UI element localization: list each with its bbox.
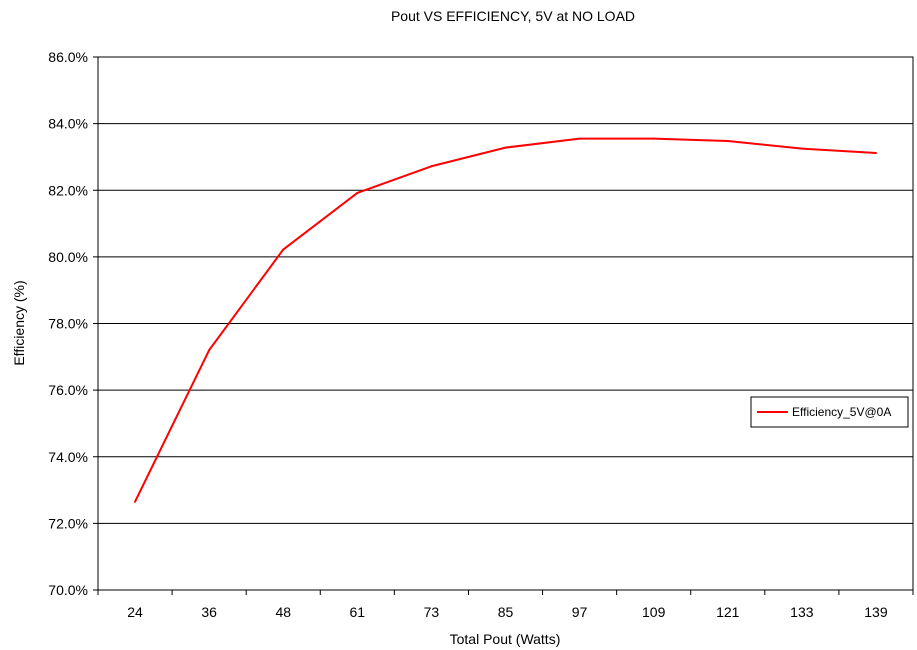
y-tick-label: 82.0% [48, 182, 88, 198]
x-tick-label: 48 [275, 604, 291, 620]
series-line-segment [504, 137, 581, 149]
y-tick-label: 86.0% [48, 49, 88, 65]
x-tick-label: 24 [127, 604, 143, 620]
series-line-segment [800, 147, 877, 154]
y-tick-label: 78.0% [48, 316, 88, 332]
x-tick-label: 36 [201, 604, 217, 620]
series-line-segment [652, 137, 729, 142]
series-line-segment [726, 139, 803, 150]
axes: 70.0% 72.0% 74.0% 76.0% 78.0% 80.0% 82.0% 84.0%… [48, 49, 914, 620]
x-tick-label: 133 [790, 604, 814, 620]
x-tick-label: 73 [424, 604, 440, 620]
x-tick-label: 97 [572, 604, 588, 620]
legend: Efficiency_5V@0A [750, 396, 909, 428]
x-tick-label: 61 [350, 604, 366, 620]
series-line-segment [208, 248, 285, 352]
x-tick-label: 121 [716, 604, 740, 620]
x-tick-label: 85 [498, 604, 514, 620]
series-line-segment [356, 165, 433, 194]
series-layer [134, 137, 877, 503]
y-tick-label: 84.0% [48, 116, 88, 132]
y-tick-label: 74.0% [48, 449, 88, 465]
x-tick-label: 139 [864, 604, 888, 620]
y-tick-label: 72.0% [48, 515, 88, 531]
series-line-segment [134, 349, 211, 503]
gridlines [98, 123, 913, 524]
y-tick-label: 70.0% [48, 582, 88, 598]
chart-title: Pout VS EFFICIENCY, 5V at NO LOAD [391, 8, 635, 24]
y-axis-title: Efficiency (%) [11, 280, 27, 365]
series-line-segment [430, 146, 507, 168]
y-tick-label: 80.0% [48, 249, 88, 265]
series-line-segment [282, 191, 359, 251]
y-tick-label: 76.0% [48, 382, 88, 398]
x-axis-title: Total Pout (Watts) [450, 631, 561, 647]
x-tick-label: 109 [642, 604, 666, 620]
legend-label: Efficiency_5V@0A [792, 405, 891, 419]
